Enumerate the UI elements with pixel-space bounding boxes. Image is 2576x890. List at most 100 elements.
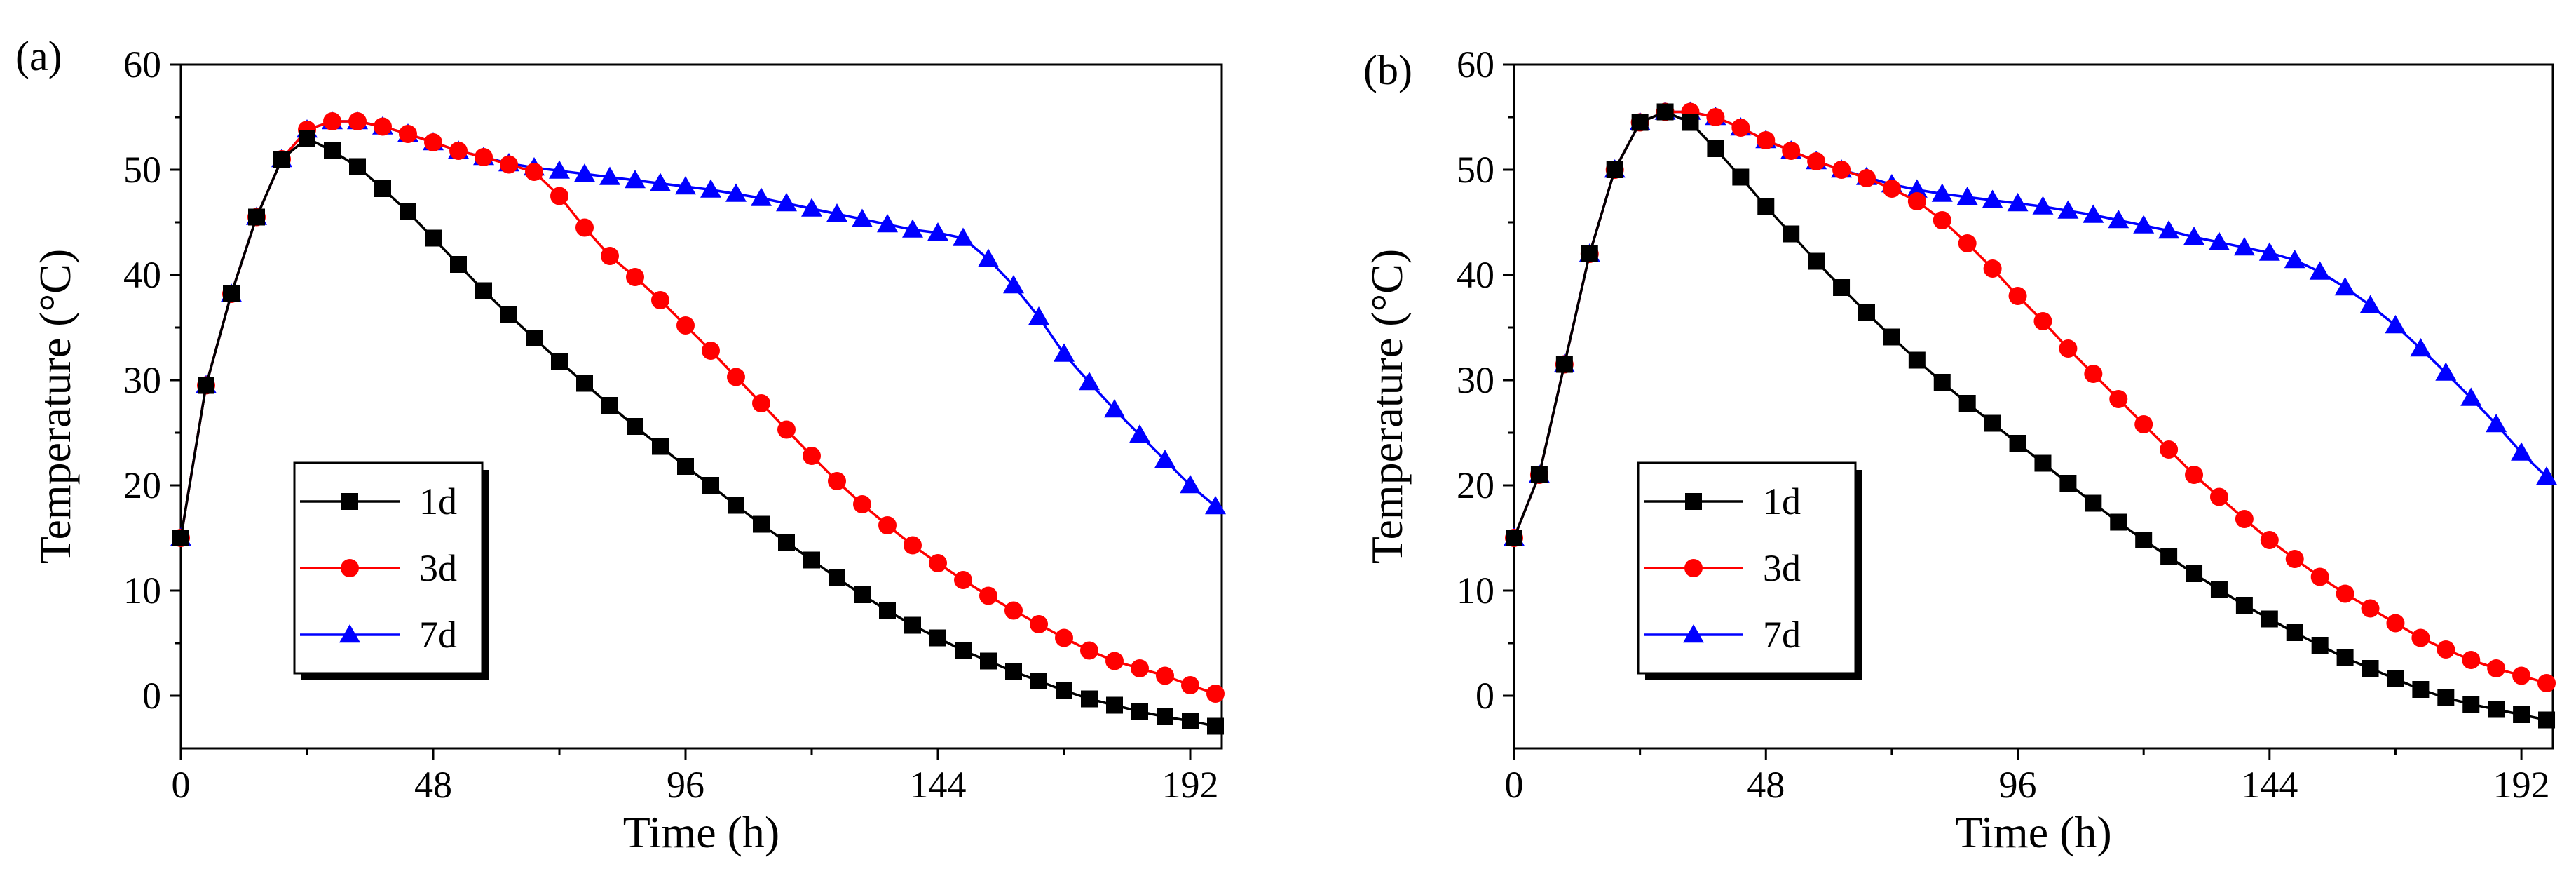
data-point-1d	[1555, 356, 1573, 373]
data-point-7d	[2511, 442, 2533, 461]
data-point-1d	[2110, 513, 2127, 531]
data-point-7d	[1205, 496, 1226, 515]
series-1d	[1506, 103, 2556, 729]
data-point-1d	[2160, 548, 2178, 565]
data-point-3d	[2411, 628, 2430, 647]
data-point-7d	[2057, 200, 2079, 219]
data-point-7d	[902, 219, 923, 238]
data-point-1d	[1783, 225, 1800, 243]
data-point-7d	[751, 187, 772, 206]
legend-marker-3d	[1684, 559, 1703, 577]
x-tick-label: 192	[1162, 764, 1219, 806]
data-point-3d	[1055, 628, 1073, 647]
legend-label-3d: 3d	[419, 547, 457, 589]
data-point-7d	[599, 166, 620, 185]
data-point-1d	[2362, 660, 2379, 677]
data-point-3d	[374, 117, 392, 136]
data-point-7d	[953, 227, 974, 246]
data-point-1d	[2538, 711, 2556, 729]
data-point-3d	[500, 155, 518, 174]
data-point-7d	[1054, 343, 1075, 362]
x-axis-title: Time (h)	[623, 807, 779, 857]
data-point-3d	[2059, 339, 2078, 358]
legend: 1d 3d 7d	[293, 461, 489, 680]
data-point-7d	[1180, 475, 1201, 494]
data-point-1d	[1157, 708, 1173, 725]
data-point-1d	[1506, 530, 1522, 546]
data-point-7d	[2410, 338, 2432, 357]
data-point-1d	[829, 569, 845, 586]
data-point-7d	[2007, 193, 2029, 212]
data-point-3d	[702, 342, 720, 360]
data-point-7d	[801, 198, 822, 217]
data-point-1d	[1131, 703, 1148, 720]
data-point-7d	[2284, 250, 2305, 269]
legend-marker-3d	[341, 559, 359, 577]
data-point-3d	[979, 586, 997, 605]
data-point-7d	[2334, 277, 2356, 296]
data-point-1d	[1808, 252, 1825, 270]
y-tick-label: 40	[1457, 254, 1494, 296]
data-point-3d	[1907, 192, 1926, 210]
data-point-7d	[725, 183, 747, 202]
data-point-3d	[323, 112, 341, 130]
data-point-1d	[803, 551, 820, 569]
data-point-7d	[927, 222, 948, 241]
data-point-3d	[1757, 131, 1776, 149]
data-point-7d	[650, 173, 671, 191]
data-point-7d	[2486, 414, 2507, 433]
data-point-3d	[1807, 152, 1826, 170]
panel-label: (b)	[1363, 47, 1412, 93]
data-point-1d	[1732, 168, 1750, 186]
y-tick-label: 20	[1457, 464, 1494, 506]
data-point-3d	[1131, 659, 1149, 677]
data-point-7d	[1129, 424, 1150, 443]
data-point-3d	[348, 112, 367, 130]
data-point-3d	[2386, 614, 2405, 633]
data-point-1d	[273, 151, 290, 168]
y-tick-label: 50	[123, 149, 161, 191]
data-point-1d	[753, 515, 770, 533]
data-point-3d	[2260, 531, 2279, 549]
x-tick-label: 144	[910, 764, 967, 806]
data-point-3d	[2512, 666, 2531, 685]
data-point-1d	[2059, 475, 2077, 492]
data-point-3d	[1782, 142, 1801, 160]
data-point-1d	[627, 418, 643, 435]
data-point-7d	[978, 248, 999, 267]
data-point-3d	[1832, 161, 1851, 179]
data-point-3d	[626, 268, 644, 286]
data-point-3d	[727, 368, 745, 386]
data-point-3d	[1105, 652, 1124, 670]
data-point-1d	[929, 629, 946, 647]
data-point-7d	[2309, 261, 2331, 280]
data-point-3d	[1933, 211, 1951, 229]
data-point-1d	[2085, 494, 2102, 512]
legend-label-7d: 7d	[1763, 614, 1801, 656]
data-point-3d	[1004, 601, 1023, 620]
data-point-3d	[1206, 685, 1225, 703]
series-1d	[172, 130, 1224, 735]
data-point-1d	[1958, 395, 1976, 412]
data-point-1d	[1182, 713, 1199, 729]
data-point-3d	[399, 125, 417, 143]
data-point-7d	[2258, 242, 2280, 261]
data-point-3d	[2285, 550, 2304, 568]
data-point-7d	[1154, 450, 1175, 468]
data-point-1d	[955, 642, 972, 659]
data-point-7d	[2536, 466, 2558, 485]
data-point-3d	[1983, 259, 2002, 278]
data-point-1d	[2311, 637, 2329, 654]
x-tick-label: 0	[172, 764, 191, 806]
data-point-3d	[424, 133, 442, 151]
data-point-1d	[1656, 103, 1674, 121]
data-point-1d	[576, 375, 593, 392]
x-tick-label: 192	[2493, 764, 2550, 806]
data-point-3d	[2537, 674, 2556, 692]
data-point-7d	[2083, 204, 2104, 223]
data-point-7d	[1931, 183, 1953, 202]
data-point-7d	[2183, 227, 2205, 245]
data-point-7d	[852, 208, 873, 227]
data-point-1d	[551, 353, 568, 370]
data-point-3d	[1857, 169, 1876, 187]
